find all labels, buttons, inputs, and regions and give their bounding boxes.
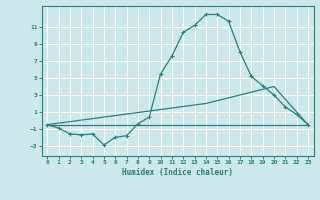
X-axis label: Humidex (Indice chaleur): Humidex (Indice chaleur) [122,168,233,177]
